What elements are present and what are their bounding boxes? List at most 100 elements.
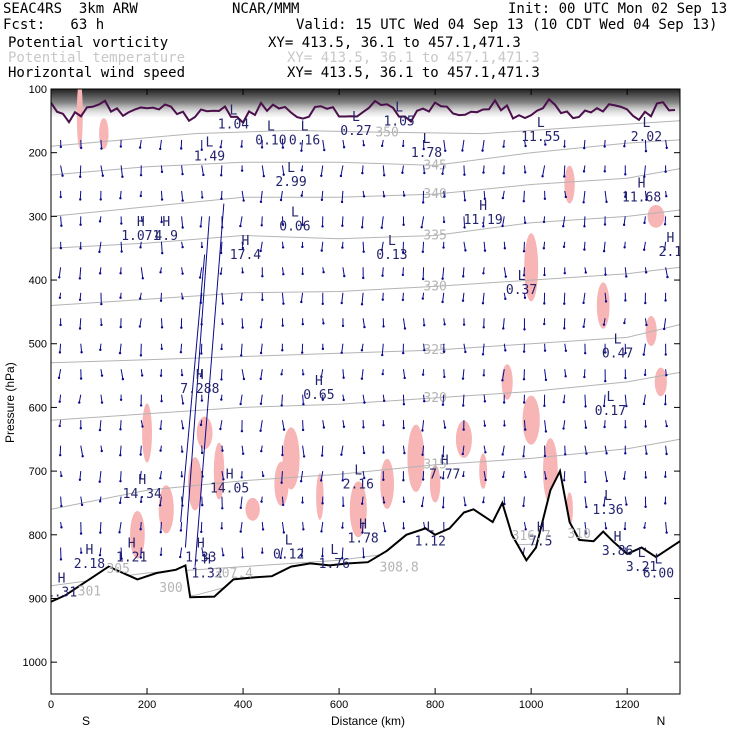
- high-marker: H: [226, 468, 234, 483]
- wind-vector: [604, 471, 608, 482]
- wind-vector-head: [605, 479, 609, 483]
- y-tick-label: 800: [29, 530, 47, 542]
- wind-vector: [483, 190, 486, 199]
- wind-vector: [583, 369, 586, 378]
- wind-vector: [361, 292, 364, 305]
- wind-vector-head: [139, 404, 143, 407]
- wind-vector-head: [200, 245, 204, 249]
- wind-vector: [341, 190, 344, 202]
- wind-vector-head: [260, 449, 263, 453]
- wind-vector-head: [625, 275, 628, 278]
- wind-vector-head: [159, 477, 162, 480]
- wind-vector-head: [301, 501, 304, 504]
- wind-vector: [362, 318, 365, 328]
- wind-vector: [340, 445, 344, 455]
- wind-vector-head: [221, 302, 225, 305]
- wind-vector-head: [140, 219, 144, 223]
- wind-vector-head: [341, 246, 344, 249]
- wind-vector: [663, 318, 667, 330]
- wind-vector: [199, 267, 203, 278]
- wind-vector-head: [201, 503, 204, 507]
- wind-vector-head: [583, 375, 586, 379]
- wind-vector-head: [180, 373, 184, 377]
- wind-vector-head: [98, 500, 102, 503]
- wind-vector-head: [98, 428, 102, 432]
- wind-vector-head: [259, 402, 263, 405]
- wind-vector-head: [421, 373, 425, 376]
- wind-vector-head: [219, 272, 223, 275]
- low-marker: L: [518, 269, 526, 284]
- wind-vector-head: [159, 299, 163, 302]
- wind-vector: [322, 139, 325, 151]
- high-value: 1.21: [116, 551, 147, 566]
- wind-vector-head: [119, 479, 122, 483]
- wind-vector-head: [665, 194, 668, 198]
- wind-vector: [382, 165, 385, 176]
- wind-vector: [503, 267, 507, 277]
- low-value: 0.27: [340, 124, 371, 139]
- low-value: 0.13: [376, 248, 407, 263]
- plot-frame: [50, 88, 681, 695]
- wind-vector-head: [441, 277, 444, 280]
- wind-vector: [261, 216, 263, 226]
- theta-contour-340: [51, 168, 680, 217]
- wind-vector: [100, 139, 102, 149]
- wind-vector-head: [319, 479, 323, 482]
- high-marker: H: [128, 537, 136, 552]
- center-label: NCAR/MMM: [232, 1, 300, 17]
- wind-vector-head: [200, 451, 204, 455]
- wind-vector-head: [282, 302, 285, 305]
- wind-vector-head: [160, 399, 163, 403]
- pv-patch: [501, 364, 513, 400]
- low-marker: L: [230, 103, 238, 118]
- wind-vector-head: [302, 455, 306, 458]
- wind-vector: [463, 216, 466, 228]
- wind-vector-head: [281, 222, 285, 226]
- wind-vector-head: [401, 273, 405, 277]
- wind-vector-head: [645, 452, 648, 455]
- wind-vector-head: [281, 453, 284, 457]
- wind-vector-head: [625, 503, 628, 506]
- wind-vector: [301, 547, 304, 556]
- wind-vector-head: [260, 224, 263, 227]
- wind-vector: [260, 420, 263, 431]
- wind-vector: [422, 445, 425, 455]
- wind-vector: [563, 165, 566, 177]
- wind-vector-head: [302, 403, 305, 406]
- wind-vector-head: [482, 374, 486, 377]
- wind-vector-head: [564, 349, 568, 352]
- wind-vector-head: [602, 404, 606, 408]
- theta-contour-315: [51, 438, 680, 510]
- wind-vector: [340, 165, 344, 177]
- wind-vector-head: [664, 502, 667, 505]
- high-value: 1.78: [347, 531, 378, 546]
- high-value: 11.68: [622, 191, 661, 206]
- wind-vector: [260, 394, 263, 404]
- wind-vector: [644, 190, 647, 200]
- field-label-pv: Potential vorticity: [8, 35, 169, 51]
- wind-vector: [583, 318, 586, 327]
- low-marker: L: [330, 543, 338, 558]
- wind-vector-head: [544, 430, 548, 433]
- wind-vector: [321, 190, 324, 200]
- wind-vector: [644, 445, 647, 454]
- wind-vector: [501, 369, 505, 381]
- wind-vector-head: [262, 174, 266, 178]
- wind-vector-head: [340, 301, 343, 305]
- valid-time: Valid: 15 UTC Wed 04 Sep 13 (10 CDT Wed …: [296, 17, 718, 33]
- wind-vector-head: [542, 220, 546, 224]
- wind-vector: [583, 292, 586, 303]
- wind-vector-head: [280, 373, 283, 376]
- wind-vector-head: [59, 195, 62, 199]
- low-value: 1.12: [415, 535, 446, 550]
- wind-vector-head: [281, 146, 285, 149]
- wind-vector: [119, 343, 122, 354]
- wind-vector: [624, 496, 627, 505]
- wind-vector-head: [502, 401, 506, 404]
- wind-vector-head: [544, 143, 547, 146]
- wind-vector-head: [79, 175, 82, 178]
- wind-vector-head: [59, 558, 63, 561]
- wind-vector-head: [441, 477, 445, 480]
- high-marker: H: [441, 454, 449, 469]
- wind-vector-head: [340, 453, 343, 456]
